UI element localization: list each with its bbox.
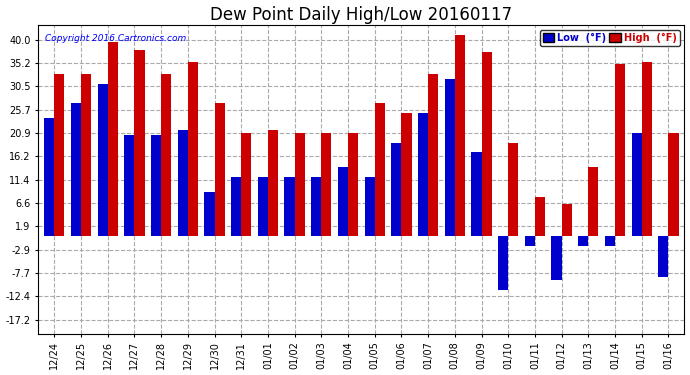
Bar [364,177,375,236]
Bar [535,196,545,236]
Bar [578,236,589,246]
Bar [241,133,251,236]
Bar [471,153,482,236]
Bar [97,84,108,236]
Bar [284,177,295,236]
Bar [615,64,625,236]
Bar [135,50,145,236]
Legend: Low  (°F), High  (°F): Low (°F), High (°F) [540,30,680,46]
Text: Copyright 2016 Cartronics.com: Copyright 2016 Cartronics.com [45,34,186,44]
Bar [338,167,348,236]
Bar [551,236,562,280]
Title: Dew Point Daily High/Low 20160117: Dew Point Daily High/Low 20160117 [210,6,513,24]
Bar [631,133,642,236]
Bar [311,177,322,236]
Bar [669,133,678,236]
Bar [188,62,198,236]
Bar [268,130,278,236]
Bar [124,135,135,236]
Bar [562,204,572,236]
Bar [642,62,652,236]
Bar [108,42,118,236]
Bar [391,142,402,236]
Bar [178,130,188,236]
Bar [258,177,268,236]
Bar [589,167,598,236]
Bar [482,52,492,236]
Bar [418,113,428,236]
Bar [81,74,91,236]
Bar [44,118,55,236]
Bar [348,133,358,236]
Bar [375,104,385,236]
Bar [498,236,509,290]
Bar [295,133,305,236]
Bar [525,236,535,246]
Bar [509,142,518,236]
Bar [55,74,64,236]
Bar [444,79,455,236]
Bar [151,135,161,236]
Bar [215,104,225,236]
Bar [322,133,331,236]
Bar [605,236,615,246]
Bar [161,74,171,236]
Bar [455,35,465,236]
Bar [428,74,438,236]
Bar [204,192,215,236]
Bar [231,177,241,236]
Bar [402,113,411,236]
Bar [658,236,669,278]
Bar [71,104,81,236]
